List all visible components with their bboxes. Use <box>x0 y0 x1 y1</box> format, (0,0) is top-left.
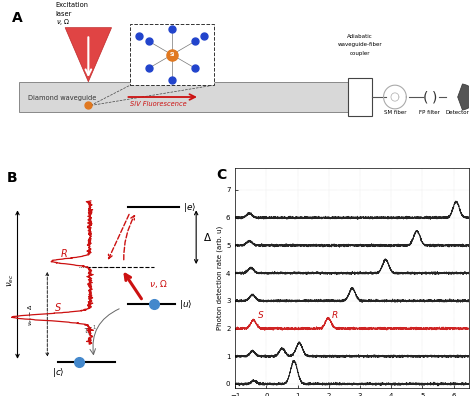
Text: S: S <box>55 303 61 312</box>
Text: $\Delta$: $\Delta$ <box>202 231 211 243</box>
Text: R: R <box>61 249 68 259</box>
Text: R: R <box>332 311 338 320</box>
Text: FP filter: FP filter <box>419 110 440 115</box>
Text: waveguide-fiber: waveguide-fiber <box>338 42 383 47</box>
Text: C: C <box>217 168 227 182</box>
Text: Diamond waveguide: Diamond waveguide <box>28 95 96 101</box>
Text: (: ( <box>422 90 428 104</box>
Text: coupler: coupler <box>350 51 370 56</box>
Bar <box>348 78 372 116</box>
Text: $|e\rangle$: $|e\rangle$ <box>183 201 197 214</box>
Polygon shape <box>65 28 111 82</box>
Wedge shape <box>457 84 474 110</box>
Text: $\nu_{ec}-\Delta$: $\nu_{ec}-\Delta$ <box>26 303 35 326</box>
Text: $|c\rangle$: $|c\rangle$ <box>52 366 64 379</box>
Text: Excitation: Excitation <box>56 2 89 8</box>
Text: A: A <box>12 11 22 25</box>
Text: SM fiber: SM fiber <box>383 110 406 115</box>
Text: laser: laser <box>56 11 72 17</box>
Text: $\nu$, $\Omega$: $\nu$, $\Omega$ <box>149 278 169 290</box>
Text: S: S <box>258 311 264 320</box>
Text: Adiabatic: Adiabatic <box>347 34 373 39</box>
Text: Detector: Detector <box>446 110 470 115</box>
Text: $\nu$, $\Omega$: $\nu$, $\Omega$ <box>56 17 71 27</box>
Text: $|u\rangle$: $|u\rangle$ <box>179 298 192 311</box>
Y-axis label: Photon detection rate (arb. u): Photon detection rate (arb. u) <box>217 226 223 330</box>
FancyBboxPatch shape <box>130 24 214 85</box>
Text: B: B <box>7 171 18 185</box>
Text: ): ) <box>432 90 437 104</box>
Text: $\tau_0^{-1}$: $\tau_0^{-1}$ <box>82 323 97 337</box>
Text: SiV Fluorescence: SiV Fluorescence <box>130 101 187 107</box>
Bar <box>18 82 348 112</box>
Text: Si: Si <box>169 52 174 57</box>
Text: $\nu_{ec}$: $\nu_{ec}$ <box>5 273 16 287</box>
